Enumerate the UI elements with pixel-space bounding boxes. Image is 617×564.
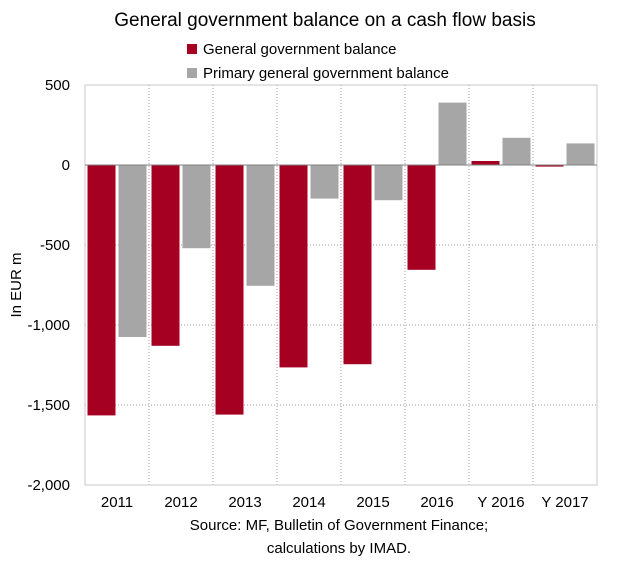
legend-label-primary-balance: Primary general government balance [203, 65, 449, 82]
y-tick-label: -500 [40, 237, 70, 254]
y-tick-label: 0 [62, 157, 70, 174]
x-tick-label: 2016 [420, 494, 453, 511]
legend-label-general-balance: General government balance [203, 41, 396, 58]
x-tick-label: 2015 [356, 494, 389, 511]
legend-swatch-primary-balance [187, 68, 197, 78]
source-line-1: Source: MF, Bulletin of Government Finan… [190, 517, 488, 534]
bar-primary-balance-2 [246, 165, 275, 286]
legend-swatch-general-balance [187, 44, 197, 54]
bar-primary-balance-7 [566, 143, 595, 165]
bar-general-balance-5 [407, 165, 436, 270]
x-tick-label: 2013 [228, 494, 261, 511]
x-tick-label: Y 2017 [541, 494, 588, 511]
bar-primary-balance-4 [374, 165, 403, 201]
bar-primary-balance-5 [438, 102, 467, 165]
bar-general-balance-1 [151, 165, 180, 346]
bar-primary-balance-0 [118, 165, 147, 337]
chart-title: General government balance on a cash flo… [114, 10, 535, 31]
bar-general-balance-2 [215, 165, 244, 415]
x-axis-ticks: 2011 2012 2013 2014 2015 2016 Y 2016 Y 2017 [101, 494, 589, 511]
y-axis-ticks: 500 0 -500 -1,000 -1,500 -2,000 [27, 77, 70, 494]
bar-general-balance-4 [343, 165, 372, 365]
bar-general-balance-0 [87, 165, 116, 416]
bar-general-balance-3 [279, 165, 308, 368]
x-tick-label: 2011 [101, 494, 133, 511]
x-tick-label: 2014 [292, 494, 325, 511]
bar-primary-balance-6 [502, 137, 531, 165]
y-tick-label: -2,000 [27, 477, 70, 494]
bar-primary-balance-3 [310, 165, 339, 199]
source-line-2: calculations by IMAD. [267, 540, 411, 557]
y-axis-title: In EUR m [8, 252, 25, 317]
bar-general-balance-6 [471, 161, 500, 165]
bar-primary-balance-1 [182, 165, 211, 249]
y-tick-label: 500 [45, 77, 70, 94]
y-tick-label: -1,500 [27, 397, 70, 414]
bar-general-balance-7 [535, 165, 564, 167]
legend: General government balance Primary gener… [187, 41, 449, 82]
x-tick-label: Y 2016 [477, 494, 524, 511]
x-tick-label: 2012 [164, 494, 197, 511]
plot-frame [84, 84, 598, 486]
bars [87, 102, 595, 416]
y-tick-label: -1,000 [27, 317, 70, 334]
